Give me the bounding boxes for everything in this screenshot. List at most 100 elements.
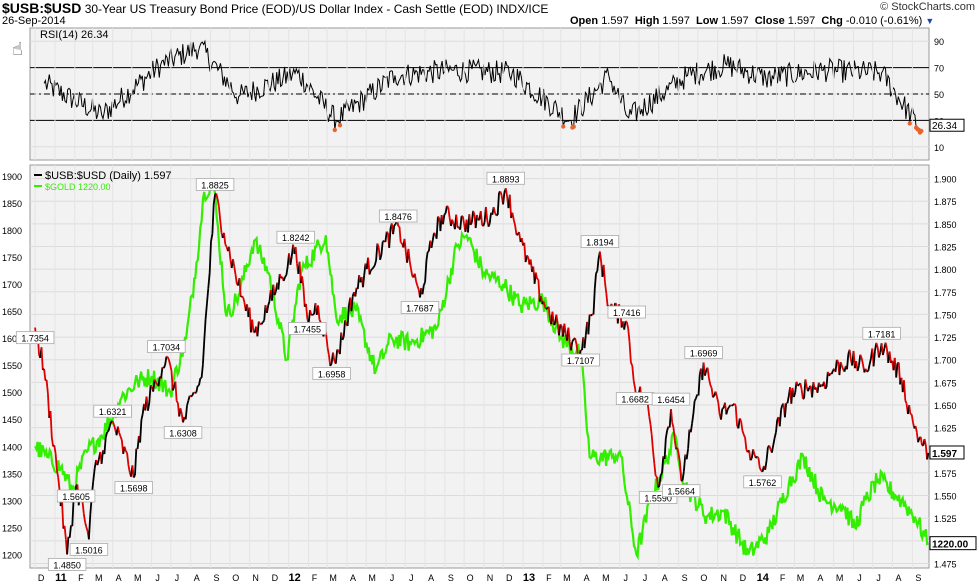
usb-line-segment	[362, 275, 366, 288]
usb-line-segment	[155, 381, 158, 385]
chevron-down-icon[interactable]: ▼	[925, 16, 935, 26]
usb-line-segment	[376, 243, 380, 248]
usb-line-segment	[132, 474, 136, 479]
usb-line-segment	[447, 207, 451, 218]
usb-line-segment	[110, 420, 113, 423]
usb-line-segment	[206, 288, 210, 304]
data-label: 1.6308	[169, 428, 197, 438]
usb-line-segment	[656, 476, 659, 488]
chart-title: $USB:$USD 30-Year US Treasury Bond Price…	[2, 0, 548, 16]
usb-line-segment	[43, 368, 47, 381]
usb-line-segment	[592, 288, 596, 315]
usb-line-segment	[693, 398, 697, 402]
data-label-box	[276, 230, 315, 244]
x-tick-label: S	[214, 573, 220, 583]
usb-line-segment	[878, 352, 882, 358]
usb-line-segment	[685, 448, 689, 460]
data-label-box	[743, 475, 782, 489]
usb-line-segment	[139, 419, 143, 443]
usb-line-segment	[655, 475, 658, 478]
usb-line-segment	[317, 305, 321, 320]
usb-line-segment	[825, 371, 829, 387]
data-label: 1.6682	[621, 395, 649, 405]
usb-line-segment	[294, 247, 298, 264]
data-label-box	[114, 481, 153, 495]
usb-line-segment	[392, 224, 396, 235]
usb-line-segment	[910, 414, 914, 423]
usb-line-segment	[904, 400, 908, 405]
usb-line-segment	[232, 259, 236, 267]
usb-line-segment	[494, 212, 498, 216]
rsi-tick-label: 90	[934, 37, 944, 47]
data-label: 1.5762	[749, 478, 777, 488]
left-axis-tick-label: 1800	[2, 226, 22, 236]
usb-line-segment	[198, 378, 202, 386]
usb-line-segment	[204, 302, 208, 320]
x-tick-label: N	[487, 573, 494, 583]
x-tick-label: O	[232, 573, 239, 583]
usb-line-segment	[706, 367, 710, 379]
usb-line-segment	[627, 328, 631, 342]
data-label-box	[607, 305, 646, 319]
usb-line-segment	[649, 424, 653, 435]
usb-line-segment	[830, 370, 834, 375]
usb-line-segment	[697, 374, 701, 396]
data-label-box	[47, 558, 87, 571]
usb-line-segment	[547, 306, 551, 319]
right-axis-tick-label: 1.725	[934, 333, 957, 343]
usb-line-segment	[53, 445, 57, 454]
usb-line-segment	[461, 216, 465, 225]
usb-line-segment	[868, 358, 872, 365]
usb-line-segment	[720, 408, 724, 420]
x-tick-label: J	[175, 573, 180, 583]
right-axis-tick-label: 1.525	[934, 514, 957, 524]
usb-line-segment	[68, 525, 72, 538]
usb-line-segment	[625, 321, 630, 329]
data-label: 1.7034	[153, 343, 181, 353]
usb-line-segment	[302, 286, 306, 307]
usb-line-segment	[329, 363, 333, 367]
x-tick-label: F	[546, 573, 552, 583]
usb-line-segment	[733, 403, 737, 407]
usb-line-segment	[203, 319, 207, 341]
usb-line-segment	[100, 450, 104, 464]
x-tick-label: J	[155, 573, 160, 583]
usb-line-segment	[553, 322, 556, 326]
x-tick-label: M	[368, 573, 376, 583]
x-tick-label: J	[643, 573, 648, 583]
hand-cursor-icon[interactable]: ☝	[12, 39, 23, 60]
right-axis-tick-label: 1.675	[934, 378, 957, 388]
usb-line-segment	[670, 409, 674, 423]
usb-line-segment	[398, 226, 402, 243]
usb-line-segment	[148, 385, 152, 403]
right-axis-tick-label: 1.825	[934, 243, 957, 253]
usb-line-segment	[673, 440, 677, 450]
usb-line-segment	[194, 391, 197, 394]
usb-line-segment	[734, 405, 738, 427]
usb-line-segment	[57, 477, 61, 490]
usb-line-segment	[671, 422, 675, 428]
usb-line-segment	[282, 276, 286, 282]
data-label-box	[862, 326, 901, 340]
usb-line-segment	[212, 194, 216, 205]
usb-line-segment	[652, 450, 656, 464]
usb-line-segment	[836, 359, 839, 363]
usb-line-segment	[593, 273, 597, 289]
data-label: 1.7107	[567, 356, 595, 366]
x-tick-label: D	[38, 573, 45, 583]
usb-line-segment	[88, 514, 92, 540]
usb-line-segment	[595, 270, 599, 274]
usb-line-segment	[602, 264, 606, 283]
low-label: Low	[696, 15, 719, 27]
usb-line-segment	[882, 348, 886, 356]
x-tick-label: M	[797, 573, 805, 583]
usb-line-segment	[648, 415, 652, 425]
data-label-box	[15, 331, 55, 345]
usb-line-segment	[773, 431, 777, 439]
usb-line-segment	[681, 470, 685, 481]
usb-line-segment	[224, 243, 228, 248]
usb-line-segment	[162, 364, 166, 369]
usb-line-segment	[583, 335, 587, 349]
usb-line-segment	[228, 246, 232, 260]
